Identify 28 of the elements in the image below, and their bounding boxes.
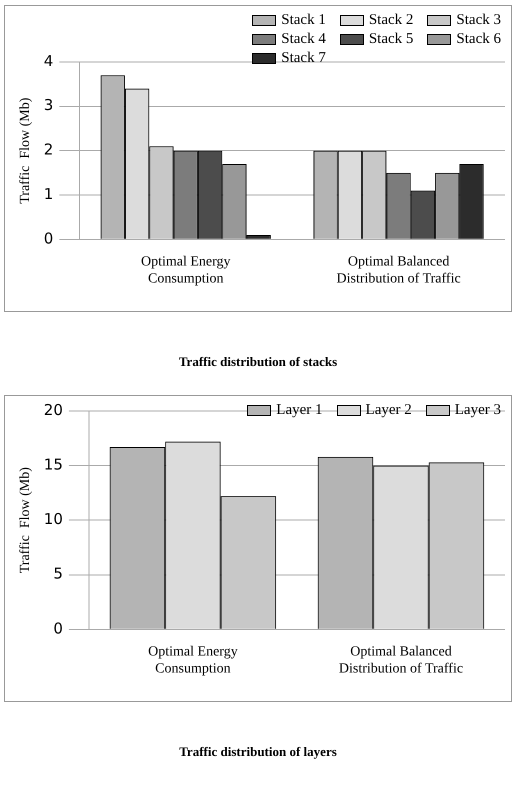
x-tick-label: Optimal Balanced Distribution of Traffic xyxy=(336,254,461,286)
y-tick-label: 20 xyxy=(44,400,63,419)
y-tick-label: 0 xyxy=(44,229,54,248)
legend-label: Stack 5 xyxy=(368,31,414,48)
legend-label: Layer 3 xyxy=(454,402,501,419)
y-tick-label: 10 xyxy=(44,510,63,528)
legend-label: Stack 1 xyxy=(281,12,326,29)
y-tick-label: 2 xyxy=(44,140,54,159)
legend-label: Layer 2 xyxy=(366,402,412,419)
text: Traffic distribution of layers xyxy=(178,744,338,760)
y-tick-label: 5 xyxy=(53,564,63,583)
legend-label: Stack 2 xyxy=(368,12,414,29)
x-tick-label: Optimal Energy Consumption xyxy=(148,644,238,676)
legend-label: Stack 4 xyxy=(281,31,326,48)
x-tick-label: Optimal Energy Consumption xyxy=(140,254,231,286)
legend-label: Stack 7 xyxy=(281,50,326,67)
y-tick-label: 0 xyxy=(53,619,63,638)
text: Traffic distribution of stacks xyxy=(178,354,338,370)
y-tick-label: 15 xyxy=(44,455,63,474)
y-axis-title: Traffic Flow (Mb) xyxy=(18,97,34,204)
y-tick-label: 4 xyxy=(44,52,54,70)
legend-label: Stack 3 xyxy=(456,12,501,29)
legend-label: Layer 1 xyxy=(276,402,323,419)
y-tick-label: 3 xyxy=(44,96,54,114)
y-tick-label: 1 xyxy=(44,184,54,203)
legend-label: Stack 6 xyxy=(456,31,501,48)
x-tick-label: Optimal Balanced Distribution of Traffic xyxy=(338,644,464,676)
y-axis-title: Traffic Flow (Mb) xyxy=(18,466,34,574)
